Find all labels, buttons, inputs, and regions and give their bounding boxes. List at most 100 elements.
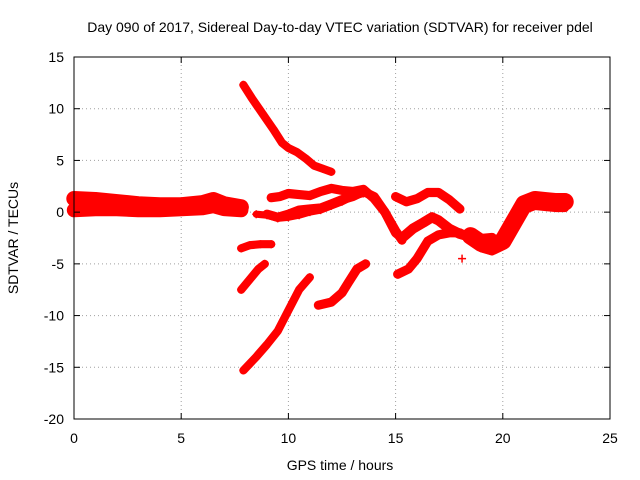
data-point-marker [318, 164, 327, 173]
data-point-marker [445, 195, 454, 204]
data-point-marker [245, 241, 254, 250]
data-point-marker [338, 288, 346, 297]
data-point-marker [209, 201, 218, 210]
data-point-marker [305, 191, 314, 200]
data-point-marker [327, 184, 336, 193]
data-point-marker [423, 237, 432, 246]
y-tick-label: 15 [48, 49, 64, 65]
data-point-marker [560, 204, 569, 213]
x-tick-label: 0 [70, 430, 78, 446]
series-band-lower [66, 198, 249, 218]
data-point-marker [404, 265, 413, 274]
data-point-marker [408, 224, 417, 233]
y-tick-label: 10 [48, 101, 64, 117]
data-point-marker [391, 226, 400, 235]
data-point-marker [198, 204, 207, 213]
data-point-marker [295, 190, 304, 199]
data-point-marker [552, 204, 561, 213]
data-point-marker [402, 197, 411, 206]
data-point-marker [247, 94, 256, 103]
data-point-marker [239, 80, 248, 89]
data-point-marker [488, 247, 497, 256]
x-tick-label: 25 [602, 430, 618, 446]
data-point-marker [275, 192, 284, 201]
series-steep-rise [239, 273, 314, 375]
data-point-marker [284, 144, 293, 153]
data-point-marker [254, 265, 263, 274]
data-point-marker [252, 352, 261, 361]
series-late-lower [477, 201, 570, 256]
series-trace [239, 80, 336, 176]
grid-lines [74, 57, 610, 419]
data-point-marker [428, 213, 437, 222]
data-point-marker [91, 205, 100, 214]
data-point-marker [413, 254, 422, 263]
data-point-marker [295, 285, 304, 294]
data-point-marker [338, 197, 346, 206]
series-outlier [458, 254, 467, 263]
data-point-marker [260, 259, 269, 268]
x-axis-label: GPS time / hours [287, 457, 394, 473]
data-point-marker [316, 187, 325, 196]
x-tick-label: 15 [388, 430, 404, 446]
series-trace [237, 240, 276, 253]
data-point-marker [245, 275, 254, 284]
data-point-marker [284, 213, 293, 222]
data-point-marker [262, 211, 271, 220]
data-point-marker [269, 125, 278, 134]
data-point-marker [273, 214, 282, 223]
series-short-low [237, 240, 276, 253]
data-point-marker [112, 205, 121, 214]
data-point-marker [239, 366, 248, 375]
data-point-marker [359, 189, 368, 198]
data-point-marker [258, 109, 267, 118]
data-point-marker [327, 201, 336, 210]
data-point-marker [498, 239, 507, 248]
series-low-climb [393, 228, 465, 279]
data-point-marker [237, 206, 246, 215]
data-point-marker [220, 205, 229, 214]
data-point-marker [391, 192, 400, 201]
series-trace [237, 259, 269, 294]
data-point-marker [277, 138, 286, 147]
data-point-marker [370, 192, 379, 201]
data-point-marker [477, 244, 486, 253]
y-tick-label: 5 [56, 152, 64, 168]
y-tick-label: -10 [44, 308, 64, 324]
data-point-marker [314, 301, 323, 310]
data-point-marker [466, 231, 475, 240]
data-point-marker [310, 161, 319, 170]
data-point-marker [327, 167, 336, 176]
data-point-marker [434, 230, 443, 239]
data-point-marker [273, 327, 282, 336]
data-point-marker [419, 218, 428, 227]
y-tick-label: -15 [44, 359, 64, 375]
data-point-marker [155, 206, 164, 215]
data-point-marker [284, 306, 293, 315]
plot-frame [73, 56, 611, 420]
series-short-dip [237, 259, 269, 294]
data-point-marker [434, 216, 443, 225]
data-point-marker [327, 298, 336, 307]
data-point-marker [316, 206, 325, 215]
data-point-marker [398, 234, 407, 242]
data-point-marker [267, 240, 276, 249]
axis-ticks: 0 5 10 15 20 25 -20 -15 -10 -5 0 5 10 15 [44, 49, 618, 446]
y-tick-label: -5 [52, 256, 65, 272]
data-point-marker [434, 188, 443, 197]
data-point-marker [458, 254, 467, 263]
data-point-marker [445, 228, 454, 237]
series-hump [391, 187, 465, 214]
data-point-marker [305, 208, 314, 217]
data-point-marker [301, 154, 310, 163]
data-point-marker [455, 205, 464, 214]
data-point-marker [353, 265, 362, 274]
data-point-marker [252, 210, 261, 219]
series-high-descending [239, 80, 336, 176]
data-point-marker [292, 148, 301, 157]
data-point-marker [237, 285, 246, 294]
data-point-marker [295, 211, 304, 220]
data-point-marker [520, 206, 529, 215]
data-point-marker [134, 206, 143, 215]
series-low-rise [252, 189, 368, 223]
